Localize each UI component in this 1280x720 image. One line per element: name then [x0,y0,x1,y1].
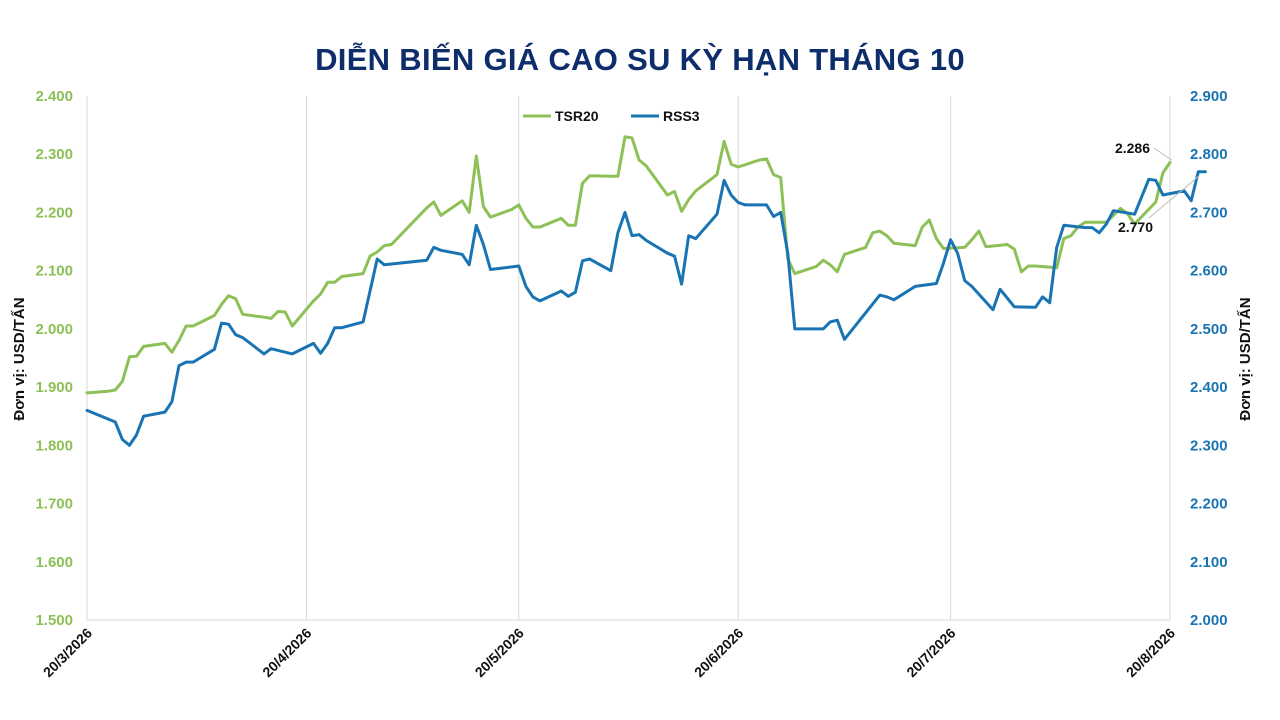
y-right-tick-label: 2.400 [1190,379,1228,396]
y-left-tick-label: 2.400 [35,88,73,105]
x-tick-label: 20/7/2026 [903,625,959,681]
y-right-tick-label: 2.600 [1190,263,1228,280]
x-tick-label: 20/5/2026 [472,625,528,681]
y-left-axis-title: Đơn vị: USD/TẤN [11,297,28,420]
callouts: 2.286 2.770 [1115,140,1200,235]
callout-label-rss3: 2.770 [1118,219,1153,235]
callout-label-tsr20: 2.286 [1115,140,1150,156]
callout-leader [1148,175,1200,219]
y-left-tick-label: 2.200 [35,204,73,221]
y-left-tick-label: 2.100 [35,263,73,280]
x-tick-label: 20/6/2026 [691,625,747,681]
y-right-tick-label: 2.200 [1190,496,1228,513]
y-left-tick-label: 1.800 [35,437,73,454]
y-left-tick-label: 2.000 [35,321,73,338]
y-right-tick-label: 2.300 [1190,437,1228,454]
x-tick-label: 20/3/2026 [40,625,96,681]
legend-label-tsr20: TSR20 [555,108,599,124]
y-left-tick-label: 1.900 [35,379,73,396]
y-right-tick-label: 2.100 [1190,554,1228,571]
series-layer [85,135,1207,447]
y-right-tick-label: 2.000 [1190,612,1228,629]
y-right-tick-label: 2.800 [1190,146,1228,163]
legend: TSR20 RSS3 [523,108,700,124]
grid-lines [86,96,1171,620]
y-left-tick-label: 1.700 [35,496,73,513]
y-right-axis-title: Đơn vị: USD/TẤN [1237,297,1254,420]
legend-label-rss3: RSS3 [663,108,700,124]
callout-leader [1153,147,1173,161]
y-left-tick-label: 1.600 [35,554,73,571]
axes [86,96,1171,621]
series-line-tsr20 [85,135,1172,395]
series-line-rss3 [85,170,1207,447]
y-right-tick-label: 2.500 [1190,321,1228,338]
y-right-tick-label: 2.900 [1190,88,1228,105]
y-left-tick-label: 1.500 [35,612,73,629]
y-right-tick-label: 2.700 [1190,204,1228,221]
chart-title: DIỄN BIẾN GIÁ CAO SU KỲ HẠN THÁNG 10 [315,42,965,77]
x-tick-label: 20/8/2026 [1123,625,1179,681]
x-tick-label: 20/4/2026 [259,625,315,681]
y-left-tick-label: 2.300 [35,146,73,163]
tick-labels: 20/3/2026 20/4/2026 20/5/2026 20/6/2026 20/7… [35,88,1227,680]
